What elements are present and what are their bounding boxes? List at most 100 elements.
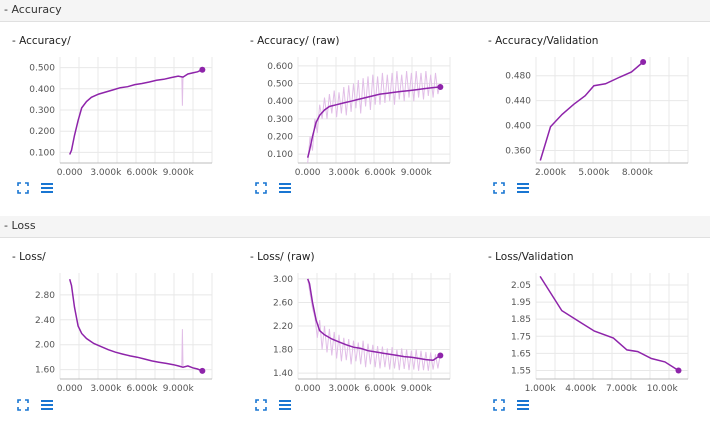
y-tick-label: 1.40	[273, 369, 293, 379]
chart-title-text: Loss/ (raw)	[257, 251, 315, 263]
x-tick-label: 9.000k	[163, 168, 195, 178]
loss-section-label: Loss	[11, 219, 36, 232]
last-point-marker	[675, 367, 682, 374]
chart-card-accuracy-raw: - Accuracy/ (raw) 0.100 0.200 0.300 0.400 0.…	[238, 35, 474, 225]
chart-card-loss-validation: - Loss/Validation 1.55 1.65 1.75 1.85 1.95 2.…	[476, 251, 710, 441]
x-tick-label: 6.000k	[127, 168, 159, 178]
data-table-icon[interactable]	[40, 180, 54, 194]
chart-plot: 0.100 0.200 0.300 0.400 0.500 0.000 3.000k 6.00…	[29, 57, 213, 178]
chart-card-loss-raw: - Loss/ (raw) 1.40 1.80 2.20 2.60 3.00 0.000 3…	[238, 251, 474, 441]
x-tick-label: 2.000k	[535, 168, 567, 178]
last-point-marker	[437, 84, 444, 91]
y-tick-label: 2.20	[273, 322, 293, 332]
y-tick-label: 2.00	[35, 341, 55, 351]
chart-plot: 0.100 0.200 0.300 0.400 0.500 0.600 0.000 3.000…	[267, 57, 451, 178]
last-point-marker	[640, 58, 647, 65]
chart-title-text: Accuracy/	[19, 35, 71, 47]
x-tick-label: 9.000k	[401, 384, 433, 394]
raw-series-line	[307, 278, 441, 371]
series-line	[69, 69, 203, 155]
y-tick-label: 1.80	[273, 346, 293, 356]
x-tick-label: 7.000k	[606, 384, 638, 394]
x-tick-label: 3.000k	[328, 384, 360, 394]
chart-title-text: Accuracy/Validation	[495, 35, 599, 47]
accuracy-section-label: Accuracy	[11, 3, 62, 16]
x-tick-label: 0.000	[57, 168, 83, 178]
x-tick-label: 8.000k	[622, 168, 654, 178]
y-tick-label: 1.55	[511, 366, 531, 376]
y-tick-label: 0.440	[505, 97, 531, 107]
data-table-icon[interactable]	[516, 397, 530, 411]
chart-plot: 1.60 2.00 2.40 2.80 0.000 3.000k 6.000k 9.000k	[35, 273, 213, 394]
y-tick-label: 1.85	[511, 315, 531, 325]
raw-series-line	[181, 76, 184, 106]
chart-title: - Loss/ (raw)	[250, 251, 315, 263]
chart-card-accuracy-validation: - Accuracy/Validation 0.360 0.400 0.440 0.4…	[476, 35, 710, 225]
x-tick-label: 5.000k	[578, 168, 610, 178]
y-tick-label: 0.500	[267, 80, 293, 90]
chart-plot: 1.55 1.65 1.75 1.85 1.95 2.05 1.000k 4.000k 7.00…	[511, 273, 689, 394]
y-tick-label: 1.95	[511, 298, 531, 308]
chart-title: - Accuracy/Validation	[488, 35, 599, 47]
y-tick-label: 0.400	[505, 122, 531, 132]
y-tick-label: 2.80	[35, 291, 55, 301]
data-table-icon[interactable]	[516, 180, 530, 194]
x-tick-label: 10.00k	[647, 384, 679, 394]
expand-icon[interactable]	[16, 397, 30, 411]
y-tick-label: 0.480	[505, 72, 531, 82]
expand-icon[interactable]	[492, 180, 506, 194]
y-tick-label: 1.75	[511, 332, 531, 342]
x-tick-label: 4.000k	[565, 384, 597, 394]
loss-section-header[interactable]: - Loss	[0, 216, 710, 238]
chart-title: - Loss/Validation	[488, 251, 574, 263]
accuracy-section-title: - Accuracy	[4, 3, 62, 16]
accuracy-section-header[interactable]: - Accuracy	[0, 0, 710, 22]
chart-plot: 1.40 1.80 2.20 2.60 3.00 0.000 3.000k 6.000k 9.0…	[273, 273, 451, 394]
y-tick-label: 0.100	[267, 150, 293, 160]
y-tick-label: 2.05	[511, 281, 531, 291]
x-tick-label: 6.000k	[127, 384, 159, 394]
y-tick-label: 0.500	[29, 64, 55, 74]
expand-icon[interactable]	[492, 397, 506, 411]
x-tick-label: 3.000k	[90, 384, 122, 394]
y-tick-label: 2.40	[35, 316, 55, 326]
raw-series-line	[181, 329, 184, 366]
chart-title: - Accuracy/	[12, 35, 71, 47]
x-tick-label: 0.000	[295, 384, 321, 394]
x-tick-label: 9.000k	[163, 384, 195, 394]
series-line	[539, 61, 644, 161]
y-tick-label: 2.60	[273, 298, 293, 308]
expand-icon[interactable]	[254, 180, 268, 194]
expand-icon[interactable]	[254, 397, 268, 411]
expand-icon[interactable]	[16, 180, 30, 194]
chart-title-text: Accuracy/ (raw)	[257, 35, 340, 47]
y-tick-label: 0.100	[29, 148, 55, 158]
y-tick-label: 1.60	[35, 366, 55, 376]
raw-series-line	[307, 71, 441, 164]
series-line	[306, 86, 441, 158]
y-tick-label: 0.300	[267, 115, 293, 125]
loss-section-title: - Loss	[4, 219, 36, 232]
y-tick-label: 0.200	[29, 127, 55, 137]
chart-plot: 0.360 0.400 0.440 0.480 2.000k 5.000k 8.000k	[505, 57, 689, 178]
chart-title-text: Loss/Validation	[495, 251, 574, 263]
y-tick-label: 0.400	[267, 97, 293, 107]
data-table-icon[interactable]	[278, 397, 292, 411]
last-point-marker	[437, 352, 444, 359]
chart-title-text: Loss/	[19, 251, 46, 263]
data-table-icon[interactable]	[40, 397, 54, 411]
y-tick-label: 0.300	[29, 106, 55, 116]
series-line	[306, 278, 441, 361]
y-tick-label: 1.65	[511, 349, 531, 359]
y-tick-label: 0.600	[267, 62, 293, 72]
x-tick-label: 0.000	[295, 168, 321, 178]
chart-title: - Loss/	[12, 251, 46, 263]
chart-card-loss: - Loss/ 1.60 2.00 2.40 2.80 0.000 3.000k 6.000…	[0, 251, 236, 441]
y-tick-label: 0.200	[267, 133, 293, 143]
data-table-icon[interactable]	[278, 180, 292, 194]
x-tick-label: 6.000k	[365, 168, 397, 178]
x-tick-label: 1.000k	[525, 384, 557, 394]
x-tick-label: 3.000k	[328, 168, 360, 178]
y-tick-label: 3.00	[273, 275, 293, 285]
chart-title: - Accuracy/ (raw)	[250, 35, 340, 47]
